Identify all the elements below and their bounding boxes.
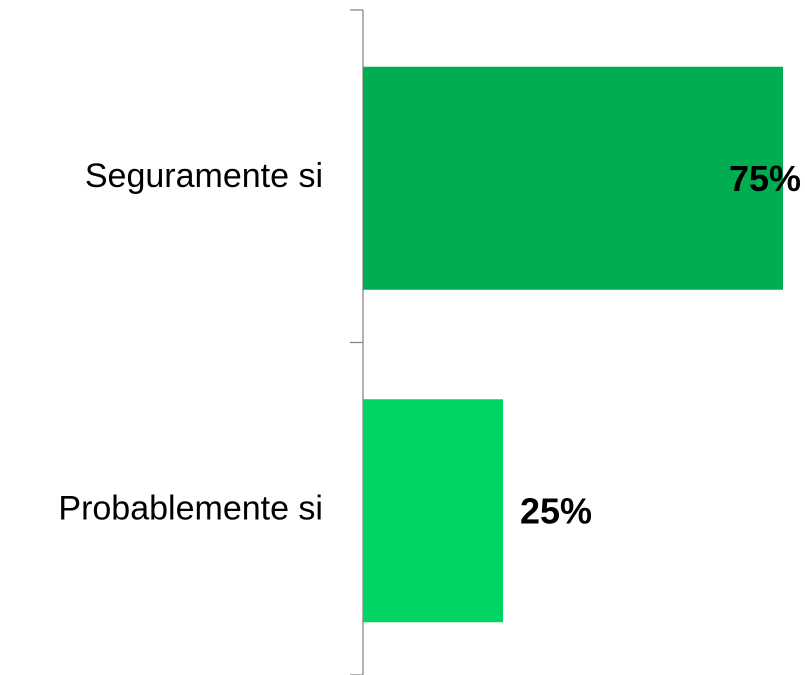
category-label: Probablemente si	[58, 490, 323, 528]
category-label: Seguramente si	[85, 157, 323, 195]
value-label: 25%	[520, 490, 592, 531]
value-label: 75%	[729, 158, 801, 199]
bar	[363, 399, 503, 623]
bar	[363, 66, 783, 290]
